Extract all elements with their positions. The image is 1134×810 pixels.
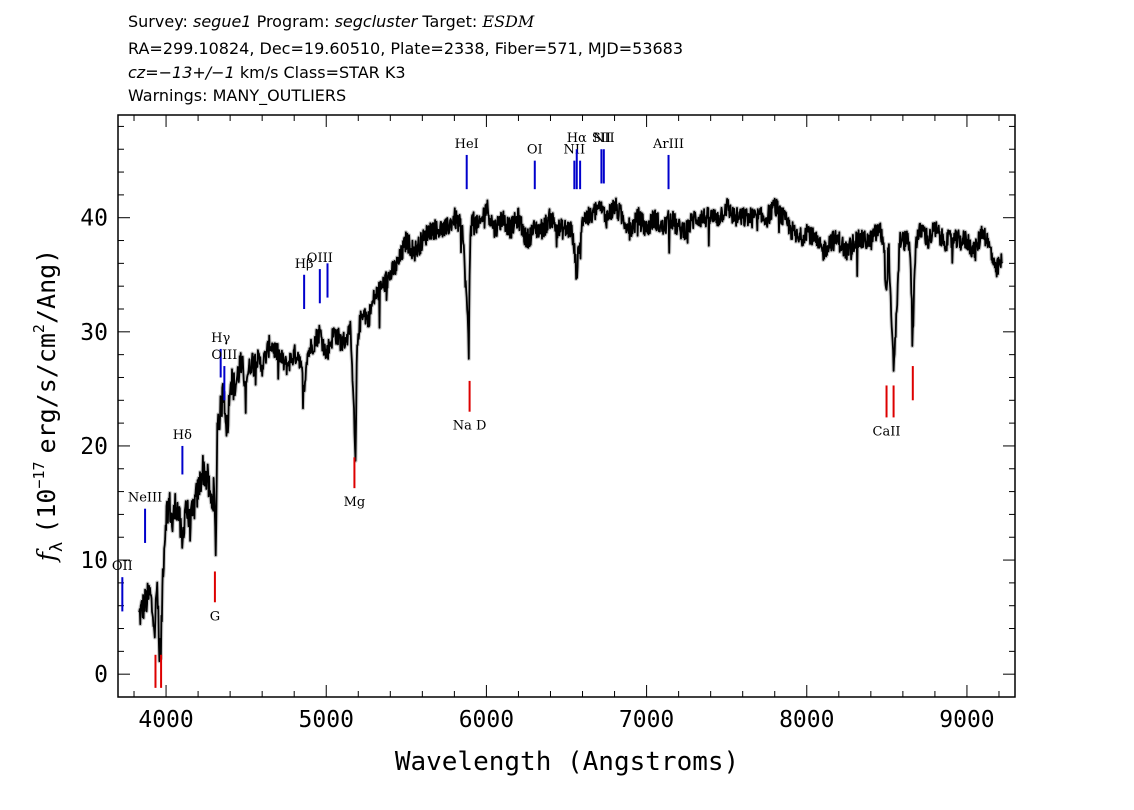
emission-line-label: Hδ [173,428,192,443]
emission-line-label: NII [593,131,615,146]
emission-line-label: OI [527,143,543,158]
y-label-exp2: 2 [30,324,48,333]
x-tick-label: 6000 [459,707,514,733]
emission-line-label: Hα [567,131,587,146]
target-value: ESDM [482,12,535,31]
x-axis-label: Wavelength (Angstroms) [395,747,739,777]
emission-line-label: SII [592,131,611,146]
header-line-4: Warnings: MANY_OUTLIERS [128,86,347,105]
emission-line-label: Hβ [295,257,314,272]
header-line-3: cz=−13+/−1 km/s Class=STAR K3 [128,63,406,82]
x-tick-label: 4000 [138,707,193,733]
y-tick-label: 30 [80,320,108,346]
plot-axes: 4000 5000 6000 7000 8000 9000 0 10 20 30 40 [80,114,1016,733]
x-tick-label: 7000 [619,707,674,733]
y-tick-label: 0 [94,662,108,688]
spectrum-line [138,197,1004,663]
survey-label: Survey: [128,12,188,31]
y-label-post: /Ang) [32,249,61,324]
emission-line-label: HeI [455,137,479,152]
x-tick-label: 5000 [299,707,354,733]
y-label-pre: (10 [32,489,61,534]
target-label: Target: [422,12,478,31]
absorption-line-label: Mg [344,495,366,510]
y-tick-label: 40 [80,206,108,232]
header-line-1: Survey: segue1 Program: segcluster Targe… [128,12,534,31]
y-axis-label: fλ (10−17 erg/s/cm2/Ang) [30,249,67,563]
emission-line-label: ArIII [652,137,684,152]
x-tick-label: 9000 [939,707,994,733]
x-tick-label: 8000 [779,707,834,733]
cz-value: cz=−13+/−1 [128,63,235,82]
y-label-f: f [32,548,61,563]
absorption-line-label: G [210,609,220,624]
class-text: km/s Class=STAR K3 [239,63,406,82]
absorption-line-label: CaII [873,424,901,439]
emission-line-label: NII [564,143,586,158]
y-label-mid: erg/s/cm [32,333,61,453]
emission-line-label: Hγ [211,331,230,346]
emission-line-label: OIII [211,348,237,363]
absorption-line-label: Na D [453,419,487,434]
program-value: segcluster [334,12,418,31]
emission-line-label: NeIII [128,491,162,506]
y-tick-label: 20 [80,434,108,460]
y-tick-label: 10 [80,548,108,574]
spectrum-series [138,197,1004,663]
program-label: Program: [256,12,330,31]
header-line-2: RA=299.10824, Dec=19.60510, Plate=2338, … [128,39,684,58]
emission-line-label: OII [112,559,133,574]
emission-line-label: OIII [307,251,333,266]
y-label-sub: λ [47,542,67,552]
survey-value: segue1 [192,12,252,31]
plot-frame [117,114,1016,698]
y-label-exp: −17 [30,461,48,488]
